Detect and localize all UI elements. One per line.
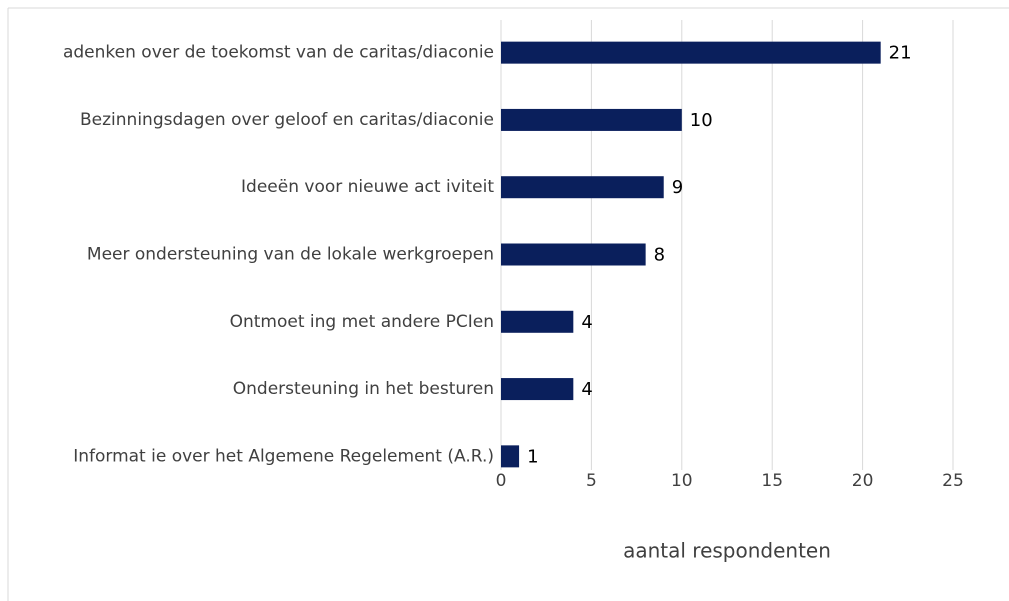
data-label: 9 [672,177,683,198]
data-label: 4 [581,312,592,333]
x-axis-title: aantal respondenten [623,539,831,563]
y-tick-label: adenken over de toekomst van de caritas/… [63,43,494,63]
data-label: 4 [581,379,592,400]
bar [501,243,646,266]
bar [501,176,664,199]
x-tick-label: 5 [586,471,597,491]
y-tick-label: Ideeën voor nieuwe act iviteit [241,177,494,197]
y-tick-label: Ondersteuning in het besturen [233,379,494,399]
y-tick-label: Ontmoet ing met andere PCIen [230,312,494,332]
y-tick-label: Meer ondersteuning van de lokale werkgro… [87,245,494,265]
data-label: 21 [889,43,912,64]
bar [501,445,520,468]
x-tick-label: 15 [761,471,783,491]
bar [501,378,574,401]
x-tick-label: 20 [852,471,874,491]
bar [501,41,881,64]
y-tick-label: Informat ie over het Algemene Regelement… [73,446,494,466]
y-tick-label: Bezinningsdagen over geloof en caritas/d… [80,110,494,130]
x-tick-label: 25 [942,471,964,491]
data-label: 1 [527,446,538,467]
bar [501,108,682,131]
data-label: 8 [654,245,665,266]
x-tick-label: 0 [496,471,507,491]
data-label: 10 [690,110,713,131]
x-tick-label: 10 [671,471,693,491]
bar [501,310,574,333]
